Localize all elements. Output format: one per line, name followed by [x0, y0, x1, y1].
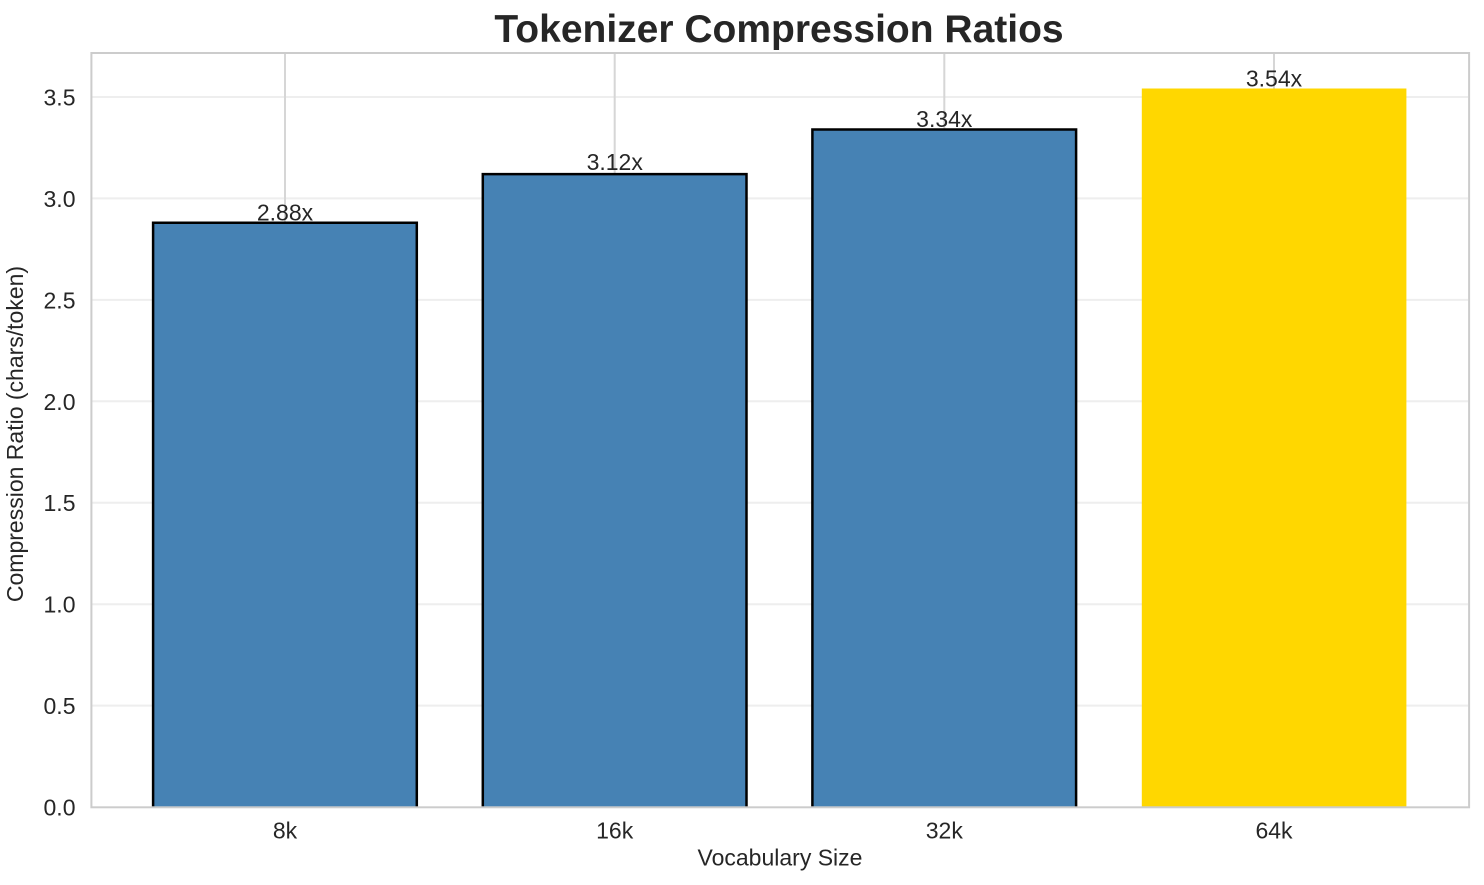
- svg-text:2.5: 2.5: [44, 287, 76, 313]
- svg-text:Tokenizer Compression Ratios: Tokenizer Compression Ratios: [494, 8, 1063, 51]
- svg-text:Compression Ratio (chars/token: Compression Ratio (chars/token): [2, 266, 28, 602]
- svg-text:0.0: 0.0: [44, 795, 76, 821]
- svg-text:Vocabulary Size: Vocabulary Size: [698, 845, 863, 871]
- svg-text:16k: 16k: [596, 818, 634, 844]
- svg-text:32k: 32k: [926, 818, 964, 844]
- svg-text:1.5: 1.5: [44, 490, 76, 516]
- svg-text:0.5: 0.5: [44, 693, 76, 719]
- svg-text:1.0: 1.0: [44, 592, 76, 618]
- svg-text:3.34x: 3.34x: [916, 106, 973, 132]
- svg-text:2.0: 2.0: [44, 389, 76, 415]
- svg-text:3.54x: 3.54x: [1246, 66, 1303, 92]
- svg-text:64k: 64k: [1255, 818, 1293, 844]
- svg-text:3.12x: 3.12x: [587, 149, 644, 175]
- svg-text:2.88x: 2.88x: [257, 199, 314, 225]
- svg-text:8k: 8k: [273, 818, 298, 844]
- svg-text:3.5: 3.5: [44, 85, 76, 111]
- svg-text:3.0: 3.0: [44, 186, 76, 212]
